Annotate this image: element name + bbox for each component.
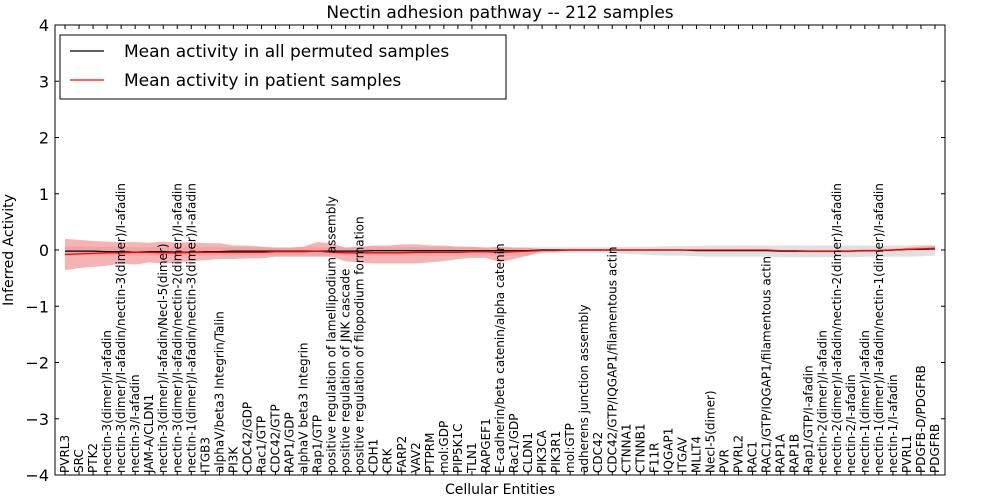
x-tick-label: RAP1A <box>774 433 788 473</box>
y-tick-label: 4 <box>39 16 49 35</box>
x-tick-label: nectin-1(dimer)/I-afadin <box>858 330 872 473</box>
x-ticks-layer <box>64 25 936 475</box>
x-tick-label: nectin-2(dimer)/I-afadin/nectin-2(dimer)… <box>830 183 844 473</box>
x-tick-label: PIK3R1 <box>549 431 563 473</box>
legend: Mean activity in all permuted samples Me… <box>59 34 507 100</box>
x-tick-label: CDC42 <box>591 432 605 473</box>
x-tick-label: ITGB3 <box>198 437 212 473</box>
x-tick-label: PVRL2 <box>732 435 746 473</box>
x-axis-label: Cellular Entities <box>445 482 555 498</box>
x-tick-label: JAM-A/CLDN1 <box>142 394 156 474</box>
x-tick-label: CDH1 <box>367 439 381 473</box>
y-axis-label: Inferred Activity <box>1 194 17 306</box>
x-tick-label: PDGFRB <box>928 424 942 473</box>
x-tick-label: nectin-3(dimer)/I-afadin/nectin-2(dimer)… <box>170 183 184 473</box>
x-tick-label: RAPGEF1 <box>479 418 493 473</box>
x-tick-label: F11R <box>647 442 661 473</box>
x-tick-label: positive regulation of JNK cascade <box>339 269 353 473</box>
x-tick-label: nectin-2/I-afadin <box>844 374 858 473</box>
x-tick-label: CTNNB1 <box>633 423 647 473</box>
x-tick-label: RAC1/GTP/IQGAP1/filamentous actin <box>760 256 774 473</box>
y-tick-label: 2 <box>39 129 49 148</box>
y-tick-label: 0 <box>39 241 49 260</box>
x-tick-label: alphaV beta3 Integrin <box>297 342 311 473</box>
x-tick-label: mol:GTP <box>563 423 577 473</box>
x-tick-label: CDC42/GTP <box>269 404 283 473</box>
y-tick-label: −3 <box>25 410 49 429</box>
x-tick-label: Rac1/GTP <box>255 416 269 473</box>
x-tick-label: nectin-3(dimer)/I-afadin <box>100 330 114 473</box>
band-patient <box>65 238 935 271</box>
x-tick-label: nectin-3(dimer)/I-afadin/nectin-3(dimer)… <box>114 183 128 473</box>
x-tick-label: Rap1/GTP/I-afadin <box>802 365 816 473</box>
x-tick-label: PTPRM <box>423 433 437 474</box>
x-tick-label: nectin-1(dimer)/I-afadin/nectin-3(dimer)… <box>184 183 198 473</box>
x-tick-label: PVRL1 <box>900 435 914 473</box>
y-ticks-layer: −4 −3 −2 −1 0 1 2 3 4 <box>25 16 945 485</box>
x-tick-label: nectin-1/I-afadin <box>886 374 900 473</box>
x-tick-label: PIK3CA <box>535 429 549 473</box>
x-tick-label: RAP1/GDP <box>283 412 297 473</box>
x-tick-label: adherens junction assembly <box>577 304 591 473</box>
x-tick-label: RAC1 <box>746 441 760 473</box>
x-tick-label: CRK <box>381 447 395 473</box>
x-tick-label: Necl-5(dimer) <box>704 390 718 473</box>
x-tick-label: E-cadherin/beta catenin/alpha catenin <box>493 243 507 473</box>
x-tick-label: TLN1 <box>465 442 479 474</box>
y-tick-label: −1 <box>25 297 49 316</box>
x-tick-label: VAV2 <box>409 442 423 473</box>
legend-label-patient: Mean activity in patient samples <box>124 71 401 91</box>
y-tick-label: 1 <box>39 185 49 204</box>
x-tick-label: FARP2 <box>395 436 409 473</box>
x-tick-label: PVRL3 <box>58 435 72 473</box>
x-tick-label: ITGAV <box>675 436 689 473</box>
x-tick-label: PDGFB-D/PDGFRB <box>914 365 928 473</box>
x-tick-label: PTK2 <box>86 443 100 473</box>
x-tick-label: positive regulation of lamellipodium ass… <box>325 196 339 473</box>
y-tick-label: −2 <box>25 354 49 373</box>
x-tick-label: PIP5K1C <box>451 423 465 473</box>
legend-label-permuted: Mean activity in all permuted samples <box>124 42 449 62</box>
x-tick-label: nectin-3(dimer)/I-afadin/Necl-5(dimer) <box>156 243 170 473</box>
x-tick-label: MLLT4 <box>690 436 704 473</box>
series-line-patient <box>64 247 936 256</box>
lines-layer <box>64 247 936 256</box>
x-tick-label: nectin-2(dimer)/I-afadin <box>816 330 830 473</box>
x-tick-label: CTNNA1 <box>619 423 633 473</box>
chart-title: Nectin adhesion pathway -- 212 samples <box>326 3 673 23</box>
x-tick-label: Rap1/GTP <box>311 415 325 473</box>
x-tick-label: RAP1B <box>788 434 802 473</box>
x-tick-label: nectin-3/I-afadin <box>128 374 142 473</box>
x-tick-label: CLDN1 <box>521 432 535 473</box>
y-tick-label: 3 <box>39 72 49 91</box>
x-tick-label: mol:GDP <box>437 421 451 473</box>
x-tick-label: nectin-1(dimer)/I-afadin/nectin-1(dimer)… <box>872 183 886 473</box>
legend-box <box>59 34 507 100</box>
x-tick-label: PVR <box>718 449 732 473</box>
x-tick-label: positive regulation of filopodium format… <box>353 216 367 473</box>
x-tick-label: Rac1/GDP <box>507 414 521 473</box>
x-tick-label: CDC42/GDP <box>240 402 254 473</box>
x-tick-labels-layer: PVRL3 SRC PTK2 nectin-3(dimer)/I-afadin nect… <box>58 183 942 474</box>
x-tick-label: CDC42/GTP/IQGAP1/filamentous actin <box>605 247 619 473</box>
plot-frame <box>54 24 946 476</box>
x-tick-label: PI3K <box>226 446 240 473</box>
x-tick-label: SRC <box>72 449 86 473</box>
y-tick-label: −4 <box>25 466 49 485</box>
x-tick-label: IQGAP1 <box>661 428 675 473</box>
x-tick-label: alphaV/beta3 Integrin/Talin <box>212 311 226 473</box>
